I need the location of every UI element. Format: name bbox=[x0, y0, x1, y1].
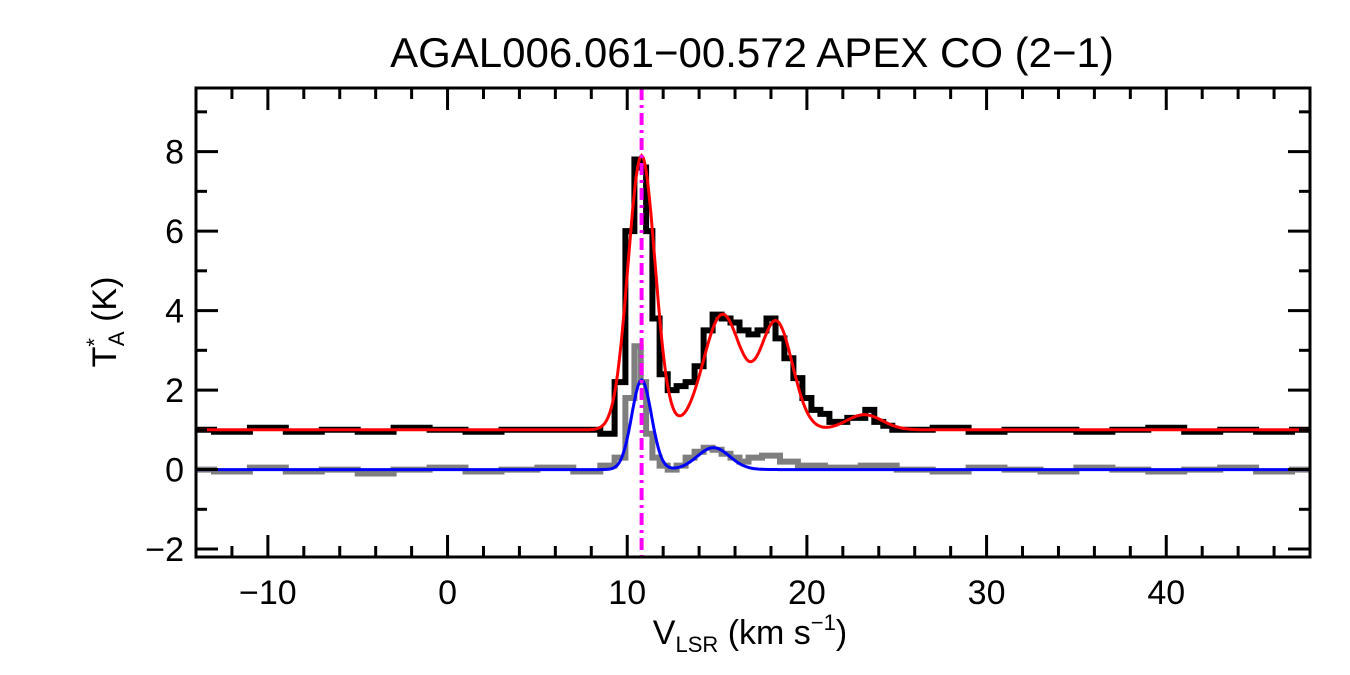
x-axis-label-main: V bbox=[653, 614, 676, 652]
y-axis-label-sub: A bbox=[104, 331, 129, 346]
x-tick-label: 30 bbox=[968, 574, 1006, 612]
y-tick-label: −2 bbox=[145, 531, 184, 569]
y-tick-label: 8 bbox=[165, 134, 184, 172]
x-axis-label-sup: −1 bbox=[811, 610, 836, 635]
x-tick-label: 10 bbox=[608, 574, 646, 612]
x-tick-label: 0 bbox=[438, 574, 457, 612]
x-axis-label-sub: LSR bbox=[675, 632, 718, 657]
chart-title: AGAL006.061−00.572 APEX CO (2−1) bbox=[390, 29, 1114, 76]
tick-layer: −10 0 10 20 30 40 −2 0 2 4 6 8 bbox=[145, 88, 1312, 612]
x-tick-label: 40 bbox=[1147, 574, 1185, 612]
y-tick-label: 6 bbox=[165, 213, 184, 251]
series-layer bbox=[196, 153, 1310, 477]
y-tick-label: 2 bbox=[165, 372, 184, 410]
x-axis-label-close: ) bbox=[836, 614, 847, 652]
series-2-fit bbox=[196, 153, 1310, 432]
x-axis-label-unit: (km s bbox=[718, 614, 811, 652]
series-1-histogram bbox=[196, 343, 1310, 477]
series-3-fit bbox=[196, 378, 1310, 472]
y-axis-label-sup: * bbox=[82, 338, 107, 347]
x-tick-label: 20 bbox=[788, 574, 826, 612]
y-axis-label-unit: (K) bbox=[86, 277, 124, 332]
y-axis-label-main: T bbox=[86, 347, 124, 368]
x-axis-label: VLSR (km s−1) bbox=[653, 610, 847, 657]
series-0-histogram bbox=[196, 156, 1310, 437]
plot-frame bbox=[194, 86, 1312, 559]
y-tick-label: 4 bbox=[165, 293, 184, 331]
x-tick-label: −10 bbox=[239, 574, 297, 612]
y-axis-label: T*A (K) bbox=[82, 277, 129, 368]
y-tick-label: 0 bbox=[165, 452, 184, 490]
